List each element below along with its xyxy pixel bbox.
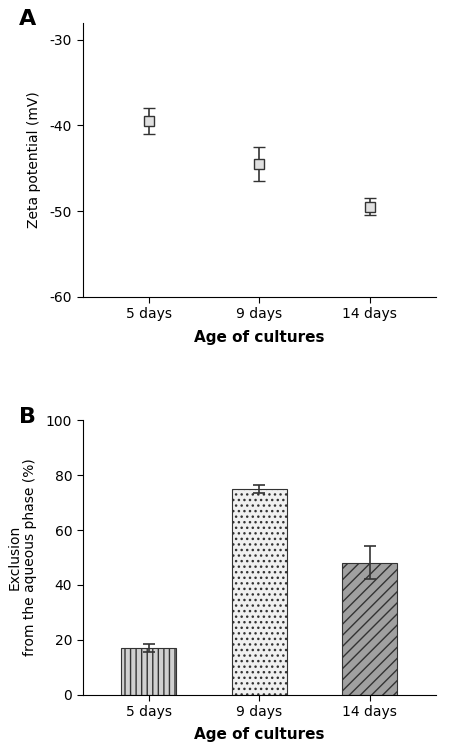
Text: B: B	[19, 407, 36, 427]
Bar	[121, 648, 177, 695]
X-axis label: Age of cultures: Age of cultures	[194, 727, 325, 742]
Text: A: A	[19, 9, 36, 29]
Y-axis label: Zeta potential (mV): Zeta potential (mV)	[28, 91, 41, 228]
X-axis label: Age of cultures: Age of cultures	[194, 330, 325, 345]
Y-axis label: Exclusion
from the aqueous phase (%): Exclusion from the aqueous phase (%)	[7, 458, 38, 656]
Bar	[342, 563, 397, 695]
Bar	[232, 489, 287, 695]
